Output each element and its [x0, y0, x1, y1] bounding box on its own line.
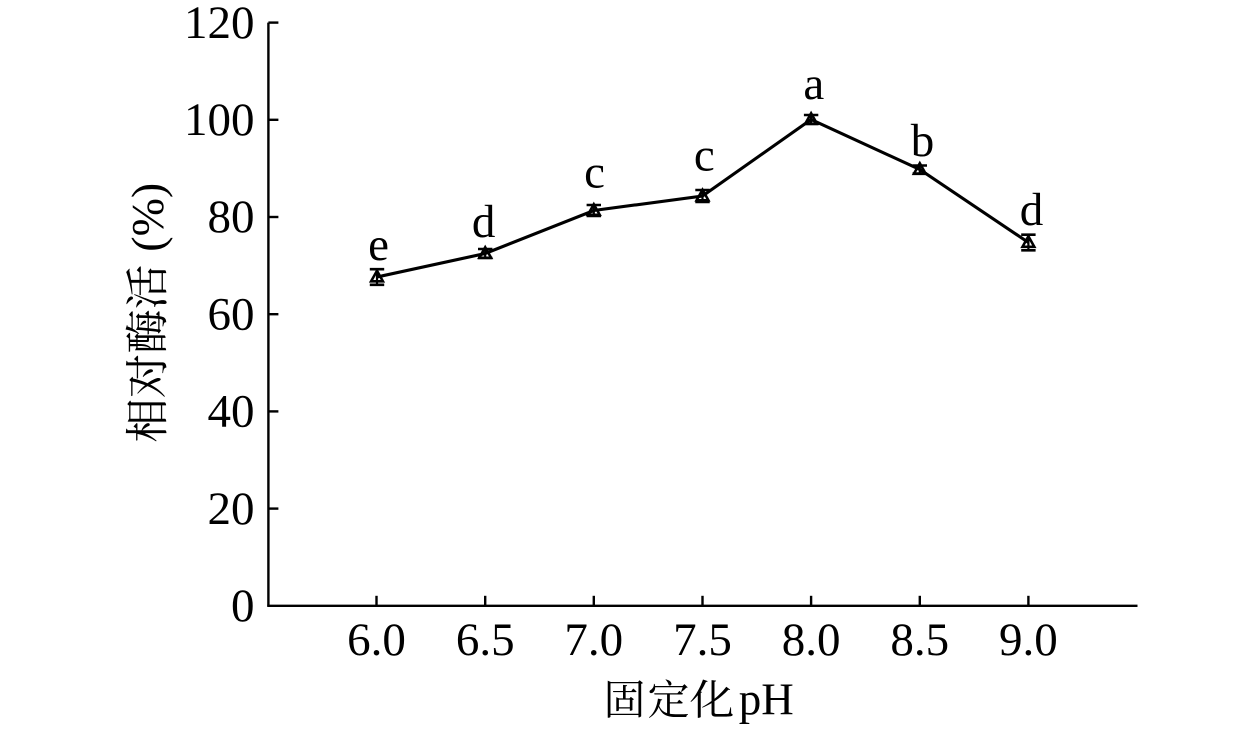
svg-text:8.0: 8.0	[782, 614, 841, 666]
svg-text:6.0: 6.0	[347, 614, 406, 666]
svg-text:b: b	[911, 115, 935, 167]
svg-text:100: 100	[184, 94, 255, 146]
svg-text:d: d	[472, 196, 496, 248]
svg-text:e: e	[368, 219, 389, 271]
svg-text:120: 120	[184, 0, 255, 49]
svg-text:pH: pH	[739, 675, 794, 725]
svg-text:7.5: 7.5	[673, 614, 732, 666]
svg-text:c: c	[694, 130, 715, 182]
svg-text:80: 80	[208, 191, 255, 243]
svg-text:20: 20	[208, 483, 255, 535]
svg-text:c: c	[584, 147, 605, 199]
svg-text:9.0: 9.0	[999, 614, 1058, 666]
svg-text:60: 60	[208, 288, 255, 340]
svg-text:(%): (%)	[122, 183, 173, 252]
svg-text:40: 40	[208, 386, 255, 438]
svg-text:a: a	[803, 58, 824, 110]
svg-text:8.5: 8.5	[890, 614, 949, 666]
svg-text:0: 0	[231, 580, 255, 632]
svg-text:6.5: 6.5	[456, 614, 515, 666]
svg-text:7.0: 7.0	[564, 614, 623, 666]
svg-text:d: d	[1020, 184, 1044, 236]
